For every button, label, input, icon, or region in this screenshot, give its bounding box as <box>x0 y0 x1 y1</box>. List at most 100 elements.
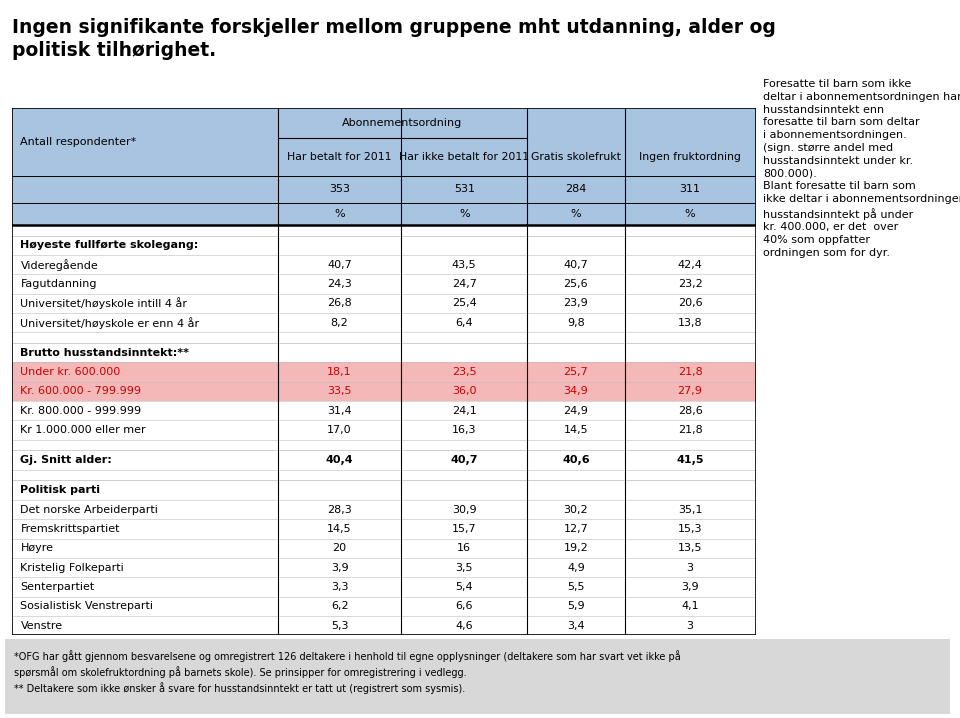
Bar <box>625 421 756 440</box>
Text: Kr 1.000.000 eller mer: Kr 1.000.000 eller mer <box>20 425 146 435</box>
Text: 26,8: 26,8 <box>327 298 352 308</box>
Bar <box>527 274 625 294</box>
Text: %: % <box>334 209 345 219</box>
Bar <box>401 538 527 558</box>
Text: 17,0: 17,0 <box>327 425 352 435</box>
Bar <box>527 236 625 255</box>
Bar <box>12 202 277 225</box>
Text: 9,8: 9,8 <box>567 317 585 327</box>
Bar <box>527 558 625 577</box>
Bar <box>12 480 277 500</box>
Bar <box>527 519 625 538</box>
Text: 24,7: 24,7 <box>452 279 477 289</box>
Text: 4,1: 4,1 <box>682 602 699 612</box>
Bar <box>12 382 277 401</box>
Text: 20,6: 20,6 <box>678 298 703 308</box>
Bar <box>625 538 756 558</box>
Bar <box>527 294 625 313</box>
Text: Venstre: Venstre <box>20 621 62 630</box>
Bar <box>401 597 527 616</box>
Bar <box>277 236 401 255</box>
Bar <box>401 382 527 401</box>
Bar <box>625 294 756 313</box>
Text: 6,6: 6,6 <box>455 602 473 612</box>
Bar <box>527 577 625 597</box>
Bar <box>401 616 527 635</box>
Bar <box>277 177 401 202</box>
Bar <box>625 450 756 470</box>
Text: 23,2: 23,2 <box>678 279 703 289</box>
Bar <box>277 313 401 332</box>
Bar <box>12 177 277 202</box>
Bar <box>401 202 527 225</box>
Bar <box>625 255 756 274</box>
Bar <box>12 236 277 255</box>
Bar <box>277 597 401 616</box>
Bar <box>401 236 527 255</box>
Text: 14,5: 14,5 <box>327 524 352 534</box>
Bar <box>12 255 277 274</box>
Bar <box>527 255 625 274</box>
Text: Høyeste fullførte skolegang:: Høyeste fullførte skolegang: <box>20 241 199 250</box>
Bar <box>401 500 527 519</box>
Bar <box>12 139 277 177</box>
Text: 40,7: 40,7 <box>564 260 588 269</box>
Text: Antall respondenter*: Antall respondenter* <box>20 137 136 147</box>
Text: *OFG har gått gjennom besvarelsene og omregistrert 126 deltakere i henhold til e: *OFG har gått gjennom besvarelsene og om… <box>14 651 681 694</box>
Text: 27,9: 27,9 <box>678 386 703 396</box>
Text: 16: 16 <box>457 544 471 554</box>
Text: 5,9: 5,9 <box>567 602 585 612</box>
Bar <box>277 616 401 635</box>
Bar <box>625 108 756 139</box>
Bar <box>401 480 527 500</box>
Text: 21,8: 21,8 <box>678 425 703 435</box>
Bar <box>277 255 401 274</box>
Text: Har betalt for 2011: Har betalt for 2011 <box>287 152 392 162</box>
Text: 3,3: 3,3 <box>331 582 348 592</box>
Text: 13,8: 13,8 <box>678 317 703 327</box>
Text: Fagutdanning: Fagutdanning <box>20 279 97 289</box>
Bar <box>527 450 625 470</box>
Bar <box>625 236 756 255</box>
Text: 5,4: 5,4 <box>455 582 473 592</box>
Bar <box>527 421 625 440</box>
Text: Senterpartiet: Senterpartiet <box>20 582 95 592</box>
Text: 353: 353 <box>329 185 350 195</box>
Text: 25,6: 25,6 <box>564 279 588 289</box>
Bar <box>401 108 527 139</box>
Text: 40,7: 40,7 <box>450 455 478 465</box>
Text: 25,7: 25,7 <box>564 367 588 377</box>
Bar <box>527 480 625 500</box>
Bar <box>401 255 527 274</box>
Bar <box>277 343 401 363</box>
Text: 15,3: 15,3 <box>678 524 703 534</box>
Bar <box>12 313 277 332</box>
Bar <box>401 470 527 480</box>
Text: 40,6: 40,6 <box>562 455 589 465</box>
Text: 14,5: 14,5 <box>564 425 588 435</box>
Bar <box>277 577 401 597</box>
Bar <box>401 519 527 538</box>
Text: Brutto husstandsinntekt:**: Brutto husstandsinntekt:** <box>20 348 189 358</box>
Text: 20: 20 <box>332 544 347 554</box>
Bar <box>12 519 277 538</box>
Bar <box>12 577 277 597</box>
Text: Ingen fruktordning: Ingen fruktordning <box>639 152 741 162</box>
Bar <box>625 480 756 500</box>
Text: %: % <box>459 209 469 219</box>
Text: 3,5: 3,5 <box>455 563 473 573</box>
Bar <box>277 519 401 538</box>
Bar <box>401 225 527 236</box>
Bar <box>12 225 277 236</box>
Text: 34,9: 34,9 <box>564 386 588 396</box>
Text: Fremskrittspartiet: Fremskrittspartiet <box>20 524 120 534</box>
Text: Kristelig Folkeparti: Kristelig Folkeparti <box>20 563 124 573</box>
Bar <box>625 440 756 450</box>
Bar <box>401 343 527 363</box>
Text: 33,5: 33,5 <box>327 386 352 396</box>
Bar <box>277 225 401 236</box>
Text: 40,7: 40,7 <box>327 260 352 269</box>
Bar <box>12 558 277 577</box>
Bar <box>527 332 625 343</box>
Text: Universitet/høyskole er enn 4 år: Universitet/høyskole er enn 4 år <box>20 317 200 329</box>
